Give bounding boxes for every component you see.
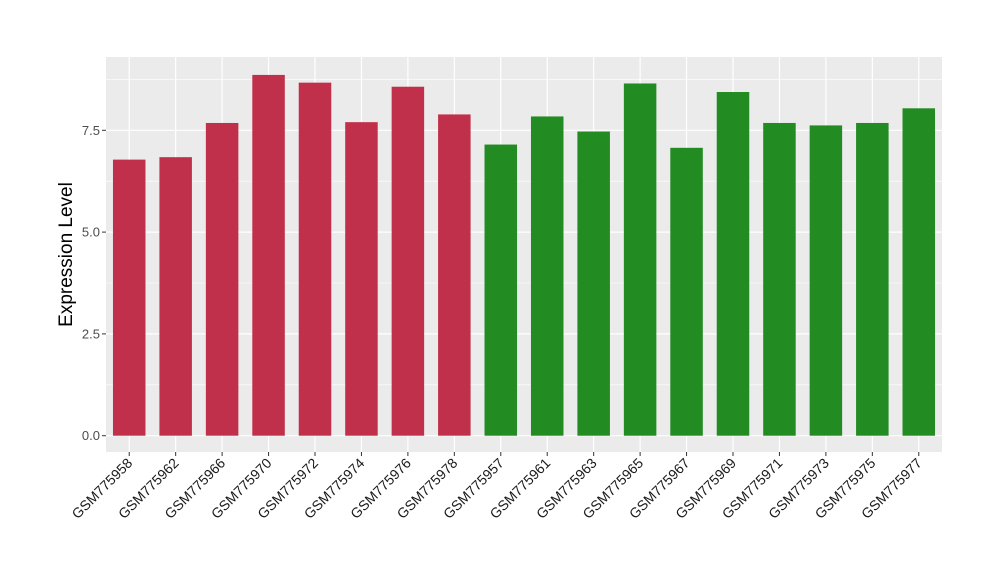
bar-GSM775975 (856, 122, 889, 436)
minor-gridlines (106, 79, 942, 386)
bar-GSM775978 (438, 114, 471, 436)
bar-GSM775971 (763, 122, 796, 436)
y-tick-label: 0.0 (82, 428, 100, 443)
bar-GSM775969 (716, 92, 750, 436)
bar-GSM775963 (577, 131, 610, 436)
bar-GSM775961 (530, 116, 564, 436)
bar-GSM775972 (298, 82, 332, 436)
plot-panel (106, 57, 942, 452)
bars (112, 74, 936, 436)
bar-GSM775974 (345, 122, 378, 436)
bar-GSM775957 (484, 144, 518, 436)
bar-GSM775965 (623, 83, 657, 436)
bar-GSM775966 (205, 122, 239, 436)
bar-GSM775973 (809, 125, 843, 436)
bar-GSM775970 (252, 74, 285, 436)
x-axis-ticks: GSM775958GSM775962GSM775966GSM775970GSM7… (68, 452, 925, 522)
y-tick-label: 5.0 (82, 225, 100, 240)
bar-GSM775977 (902, 108, 936, 436)
y-axis-ticks: 0.0 2.5 5.0 7.5 (82, 123, 106, 443)
bar-GSM775976 (391, 86, 425, 436)
y-axis-title: Expression Level (56, 182, 77, 327)
y-tick-label: 7.5 (82, 123, 100, 138)
bar-GSM775958 (112, 159, 146, 436)
y-tick-label: 2.5 (82, 326, 100, 341)
bar-GSM775962 (159, 157, 192, 436)
bar-GSM775967 (670, 147, 703, 436)
